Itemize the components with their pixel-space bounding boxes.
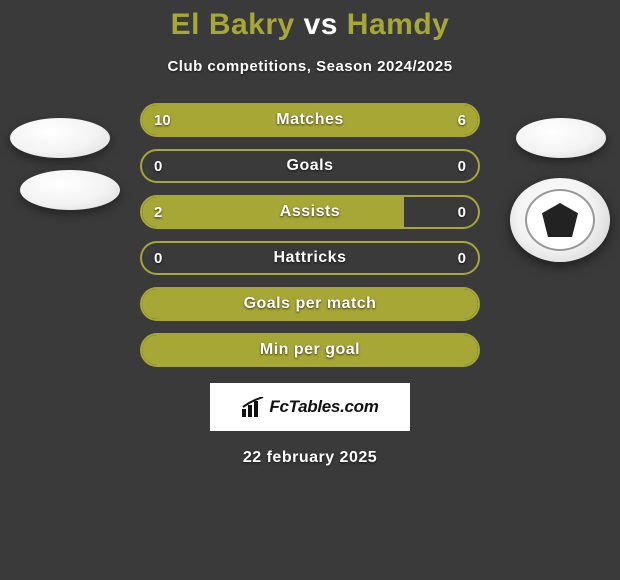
stat-row: 00Hattricks — [140, 241, 480, 275]
fctables-logo: FcTables.com — [210, 383, 410, 431]
stat-label: Goals — [142, 151, 478, 181]
player1-name: El Bakry — [171, 8, 295, 41]
stat-row: Min per goal — [140, 333, 480, 367]
fctables-text: FcTables.com — [269, 397, 378, 417]
stat-row: 00Goals — [140, 149, 480, 183]
stat-label: Hattricks — [142, 243, 478, 273]
club-badge-inner — [525, 189, 595, 251]
player1-avatar — [10, 118, 110, 158]
fctables-icon — [241, 397, 265, 417]
player1-club-badge — [20, 170, 120, 210]
stat-row: 106Matches — [140, 103, 480, 137]
stat-label: Min per goal — [142, 335, 478, 365]
stats-rows: 106Matches 00Goals 20Assists 00Hattricks Goa… — [140, 103, 480, 367]
stat-label: Matches — [142, 105, 478, 135]
eagle-icon — [540, 203, 580, 237]
date-label: 22 february 2025 — [243, 449, 377, 467]
stat-row: 20Assists — [140, 195, 480, 229]
vs-label: vs — [304, 8, 338, 41]
player2-club-badge — [510, 178, 610, 262]
player2-name: Hamdy — [347, 8, 450, 41]
stat-label: Assists — [142, 197, 478, 227]
stat-label: Goals per match — [142, 289, 478, 319]
title: El Bakry vs Hamdy — [171, 8, 450, 42]
stat-row: Goals per match — [140, 287, 480, 321]
player2-avatar — [516, 118, 606, 158]
subtitle: Club competitions, Season 2024/2025 — [167, 58, 452, 75]
